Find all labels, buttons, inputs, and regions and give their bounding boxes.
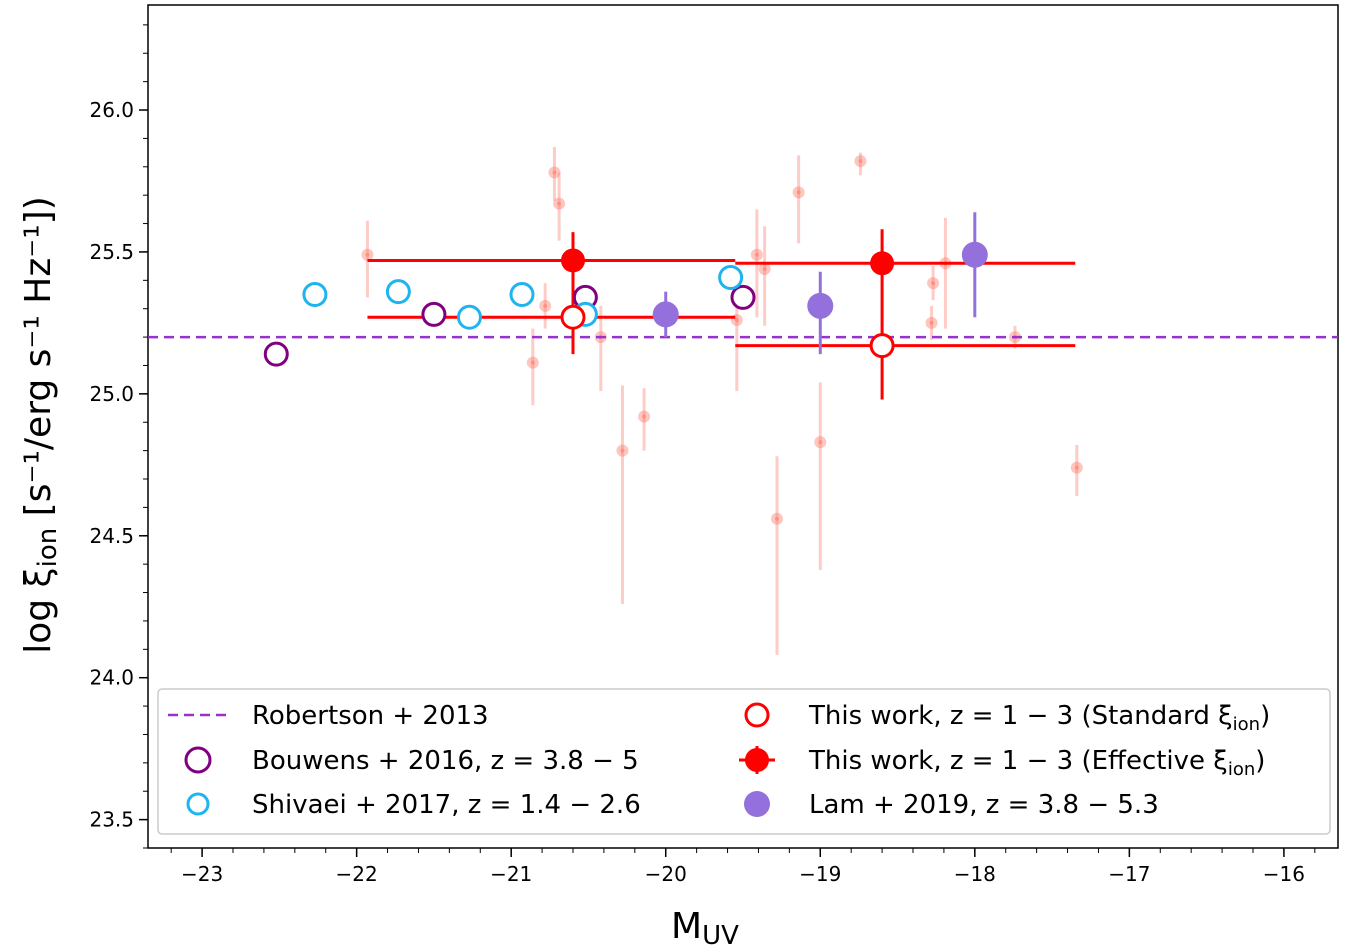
x-axis-title: MUV [671, 906, 739, 947]
chart-marks [148, 146, 1338, 655]
x-tick-label: −22 [336, 862, 378, 886]
open-point [302, 282, 328, 308]
legend-label-shivaei: Shivaei + 2017, z = 1.4 − 2.6 [252, 790, 641, 820]
individual-point-center [929, 320, 934, 325]
y-tick-label: 24.5 [89, 524, 134, 548]
legend-label-effective: This work, z = 1 − 3 (Effective ξion) [808, 746, 1265, 780]
open-point [730, 284, 756, 310]
y-tick-label: 25.5 [89, 240, 134, 264]
legend-marker-effective [745, 748, 769, 772]
filled-point [807, 292, 834, 319]
individual-point-center [775, 516, 779, 521]
legend-label-robertson: Robertson + 2013 [252, 701, 489, 731]
y-axis-title: log ξion [s⁻¹/erg s⁻¹ Hz⁻¹]) [18, 196, 63, 654]
individual-point-center [931, 281, 936, 286]
legend-marker-shivaei [186, 792, 210, 816]
legend-label-lam: Lam + 2019, z = 3.8 − 5.3 [809, 790, 1159, 820]
individual-point-center [530, 360, 535, 365]
filled-point [561, 248, 585, 273]
individual-point-center [543, 303, 548, 308]
open-point [263, 341, 289, 367]
individual-point-center [754, 252, 759, 257]
x-tick-label: −17 [1108, 862, 1150, 886]
y-tick-label: 24.0 [89, 666, 134, 690]
filled-point [652, 301, 679, 328]
open-point [509, 282, 535, 308]
individual-point-center [1074, 465, 1079, 470]
individual-point-center [734, 318, 739, 323]
y-tick-label: 26.0 [89, 98, 134, 122]
individual-point-center [552, 170, 557, 175]
filled-point [961, 241, 988, 268]
open-point [456, 304, 482, 330]
y-tick-label: 23.5 [89, 808, 134, 832]
individual-point-center [365, 252, 370, 257]
open-point [718, 264, 744, 290]
legend-label-standard: This work, z = 1 − 3 (Standard ξion) [808, 701, 1270, 735]
legend-marker-standard [744, 702, 770, 728]
legend-marker-bouwens [184, 746, 212, 774]
individual-point-center [796, 190, 801, 195]
individual-point-center [620, 448, 625, 453]
open-point [421, 301, 447, 327]
legend-label-bouwens: Bouwens + 2016, z = 3.8 − 5 [252, 746, 639, 776]
open-point [385, 279, 411, 305]
individual-point-center [557, 201, 562, 206]
individual-point-center [858, 159, 863, 164]
individual-point-center [642, 414, 647, 419]
open-point [560, 304, 586, 330]
x-tick-label: −18 [954, 862, 996, 886]
legend: Robertson + 2013 Bouwens + 2016, z = 3.8 … [157, 688, 1331, 835]
x-tick-label: −20 [645, 862, 687, 886]
filled-point [870, 251, 895, 276]
y-tick-label: 25.0 [89, 382, 134, 406]
x-tick-label: −16 [1263, 862, 1305, 886]
open-point [869, 333, 895, 359]
axis-ticks: −23 −22 −21 −20 −19 −18 −17 −16 23.5 24.0 24.5 25.0… [89, 24, 1316, 886]
individual-point-center [762, 266, 767, 271]
x-tick-label: −19 [799, 862, 841, 886]
individual-point-center [818, 440, 823, 445]
legend-marker-lam [744, 791, 770, 817]
plot-frame [147, 4, 1339, 849]
x-tick-label: −23 [181, 862, 223, 886]
x-tick-label: −21 [490, 862, 532, 886]
